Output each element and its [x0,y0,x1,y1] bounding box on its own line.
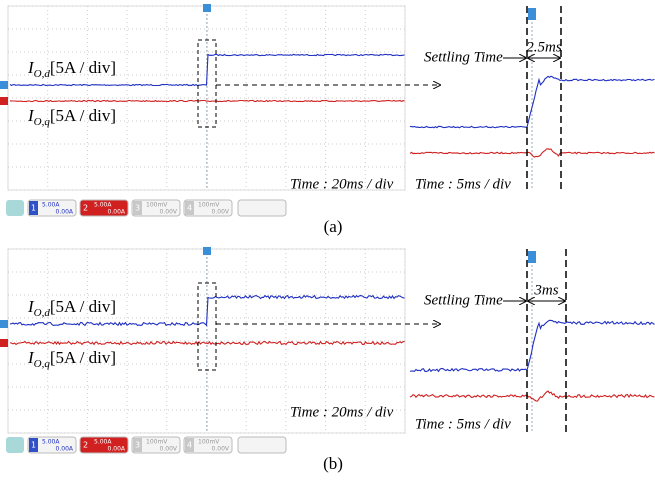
channel-offset: 0.00A [108,209,126,216]
channel-scale: 5.00A [42,439,60,446]
channel-offset: 0.00A [56,209,74,216]
figure: IO,d[5A / div]IO,q[5A / div]Time : 20ms … [0,0,655,483]
label-scale: [5A / div] [50,297,116,316]
ch1-marker [0,81,8,89]
label-sub: O,q [34,358,51,370]
channel-scale: 100mV [146,202,168,209]
logic-box [238,437,286,453]
zoom-time: Time : 5ms / div [415,176,511,192]
settling-label: Settling Time [424,292,503,308]
waveform [10,100,405,101]
settling-value: 3ms [533,282,558,298]
channel-number: 3 [135,441,140,450]
channel-scale: 100mV [198,439,220,446]
waveform [410,320,655,371]
page: {"panels": [ {"caption": "(a)", "id_labe… [0,0,655,483]
label-sub: O,d [34,307,51,319]
channel-number: 3 [135,204,140,213]
channel-offset: 0.00A [108,446,126,453]
channel-number: 2 [83,204,88,213]
zoom-trigger-marker [528,8,536,20]
settling-value: 2.5ms [526,39,562,55]
settling-label: Settling Time [424,49,503,65]
ch2-marker [0,97,8,105]
main-time: Time : 20ms / div [290,404,394,420]
zoom-trigger-marker [528,251,536,263]
channel-offset: 0.00A [56,446,74,453]
channel-scale: 100mV [146,439,168,446]
trigger-marker [203,4,211,12]
channel-offset: 0.00V [212,446,230,453]
channel-scale: 100mV [198,202,220,209]
channel-number: 2 [83,441,88,450]
channel-number: 4 [187,441,192,450]
channel-number: 4 [187,204,192,213]
home-button [6,437,24,453]
logic-box [238,200,286,216]
channel-number: 1 [31,441,36,450]
channel-number: 1 [31,204,36,213]
channel-offset: 0.00V [160,209,178,216]
label-scale: [5A / div] [50,58,116,77]
ch2-marker [0,339,8,347]
panel: IO,d[5A / div]IO,q[5A / div]Time : 20ms … [0,247,655,473]
label-sub: O,q [34,116,51,128]
zoom-time: Time : 5ms / div [415,416,511,432]
caption: (b) [323,454,343,473]
channel-scale: 5.00A [94,202,112,209]
label-scale: [5A / div] [50,106,116,125]
caption: (a) [324,217,343,236]
waveform [410,391,655,401]
trigger-marker [203,247,211,255]
channel-offset: 0.00V [160,446,178,453]
ch1-marker [0,320,8,328]
label-sub: O,d [34,68,51,80]
panel: IO,d[5A / div]IO,q[5A / div]Time : 20ms … [0,4,655,236]
channel-scale: 5.00A [42,202,60,209]
channel-offset: 0.00V [212,209,230,216]
home-button [6,200,24,216]
label-scale: [5A / div] [50,348,116,367]
channel-scale: 5.00A [94,439,112,446]
main-time: Time : 20ms / div [290,176,394,192]
